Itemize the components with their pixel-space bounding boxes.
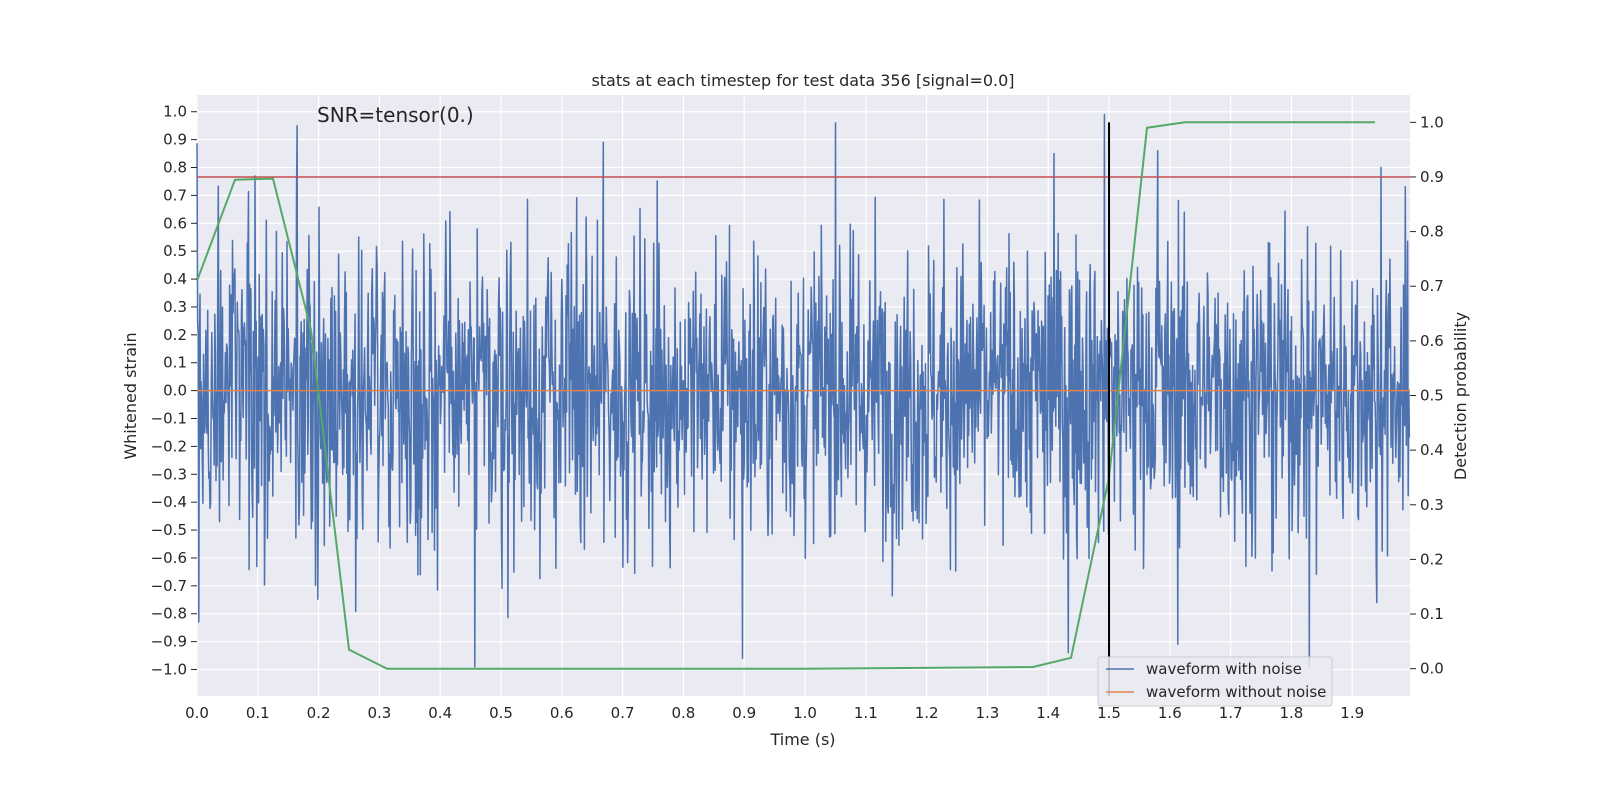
y-tick-label: −0.4 xyxy=(151,493,187,511)
y-tick-label: −0.7 xyxy=(151,577,187,595)
y-tick-label: 0.5 xyxy=(163,242,187,260)
chart-title: stats at each timestep for test data 356… xyxy=(591,71,1014,90)
y2-axis-label: Detection probability xyxy=(1451,312,1470,480)
y-tick-label: −0.9 xyxy=(151,633,187,651)
y-tick-label: −0.6 xyxy=(151,549,187,567)
y-tick-label: 0.8 xyxy=(163,159,187,177)
x-tick-label: 0.1 xyxy=(246,704,270,722)
y2-tick-label: 0.8 xyxy=(1420,223,1444,241)
y-axis-ticks: 1.0 0.9 0.8 0.7 0.6 0.5 0.4 0.3 0.2 0.1 0.0 −0.1 −0.… xyxy=(151,103,197,679)
y2-tick-label: 0.3 xyxy=(1420,496,1444,514)
legend: waveform with noise waveform without noi… xyxy=(1097,656,1333,707)
x-tick-label: 1.4 xyxy=(1036,704,1060,722)
x-tick-label: 1.9 xyxy=(1340,704,1364,722)
x-tick-label: 0.0 xyxy=(185,704,209,722)
x-tick-label: 0.4 xyxy=(428,704,452,722)
y2-tick-label: 0.0 xyxy=(1420,660,1444,678)
y-tick-label: 0.4 xyxy=(163,270,187,288)
y-tick-label: 0.9 xyxy=(163,131,187,149)
x-tick-label: 0.9 xyxy=(732,704,756,722)
y-tick-label: −0.3 xyxy=(151,465,187,483)
y-tick-label: −0.5 xyxy=(151,521,187,539)
legend-label-noise: waveform with noise xyxy=(1146,660,1302,678)
x-tick-label: 1.0 xyxy=(793,704,817,722)
y-tick-label: −0.1 xyxy=(151,410,187,428)
snr-annotation: SNR=tensor(0.) xyxy=(317,103,474,127)
x-tick-label: 0.2 xyxy=(307,704,331,722)
noise-waveform-line xyxy=(196,113,1411,668)
y-axis-label: Whitened strain xyxy=(121,332,140,459)
detection-probability-line xyxy=(196,121,1375,670)
x-tick-label: 1.2 xyxy=(915,704,939,722)
y2-tick-label: 0.6 xyxy=(1420,332,1444,350)
y2-tick-label: 0.5 xyxy=(1420,387,1444,405)
legend-box xyxy=(1097,656,1333,707)
y2-tick-label: 0.2 xyxy=(1420,550,1444,568)
y-tick-label: −0.2 xyxy=(151,437,187,455)
y2-tick-label: 1.0 xyxy=(1420,113,1444,131)
legend-label-clean: waveform without noise xyxy=(1146,683,1326,701)
x-tick-label: 1.8 xyxy=(1280,704,1304,722)
y-tick-label: −0.8 xyxy=(151,605,187,623)
y-tick-label: 1.0 xyxy=(163,103,187,121)
y-tick-label: 0.7 xyxy=(163,186,187,204)
y2-tick-label: 0.7 xyxy=(1420,277,1444,295)
x-axis-label: Time (s) xyxy=(769,730,835,749)
x-tick-label: 1.5 xyxy=(1097,704,1121,722)
x-axis-ticks: 0.0 0.1 0.2 0.3 0.4 0.5 0.6 0.7 0.8 0.9 1.0 1.1 1.2 1… xyxy=(185,704,1364,722)
x-tick-label: 0.7 xyxy=(611,704,635,722)
y-tick-label: 0.3 xyxy=(163,298,187,316)
y2-tick-label: 0.4 xyxy=(1420,441,1444,459)
x-tick-label: 0.8 xyxy=(671,704,695,722)
x-tick-label: 1.6 xyxy=(1158,704,1182,722)
y2-tick-label: 0.9 xyxy=(1420,168,1444,186)
y2-tick-label: 0.1 xyxy=(1420,605,1444,623)
x-tick-label: 0.5 xyxy=(489,704,513,722)
y2-axis-ticks: 1.0 0.9 0.8 0.7 0.6 0.5 0.4 0.3 0.2 0.1 0.0 xyxy=(1410,113,1444,678)
x-tick-label: 1.1 xyxy=(854,704,878,722)
x-tick-label: 0.6 xyxy=(550,704,574,722)
x-tick-label: 1.7 xyxy=(1219,704,1243,722)
x-tick-label: 1.3 xyxy=(975,704,999,722)
y-tick-label: 0.2 xyxy=(163,326,187,344)
y-tick-label: 0.6 xyxy=(163,214,187,232)
y-tick-label: 0.0 xyxy=(163,382,187,400)
y-tick-label: −1.0 xyxy=(151,661,187,679)
y-tick-label: 0.1 xyxy=(163,354,187,372)
x-tick-label: 0.3 xyxy=(367,704,391,722)
plot-content xyxy=(196,113,1411,696)
